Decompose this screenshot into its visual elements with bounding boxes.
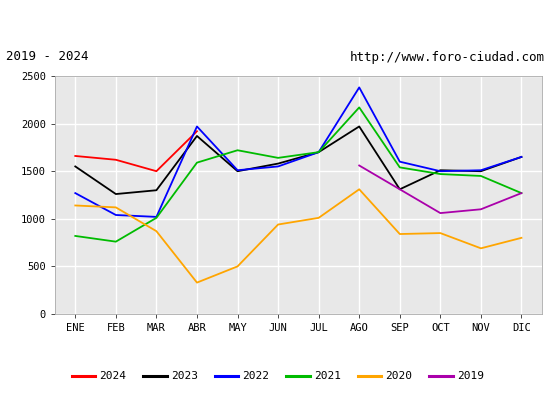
Text: 2023: 2023 bbox=[171, 371, 198, 381]
Text: 2019: 2019 bbox=[457, 371, 484, 381]
Text: 2021: 2021 bbox=[314, 371, 341, 381]
Text: http://www.foro-ciudad.com: http://www.foro-ciudad.com bbox=[349, 50, 544, 64]
Text: 2020: 2020 bbox=[386, 371, 412, 381]
Text: 2019 - 2024: 2019 - 2024 bbox=[6, 50, 88, 64]
Text: 2022: 2022 bbox=[243, 371, 270, 381]
Text: Evolucion Nº Turistas Nacionales en el municipio de Flix: Evolucion Nº Turistas Nacionales en el m… bbox=[71, 14, 479, 28]
Text: 2024: 2024 bbox=[100, 371, 126, 381]
